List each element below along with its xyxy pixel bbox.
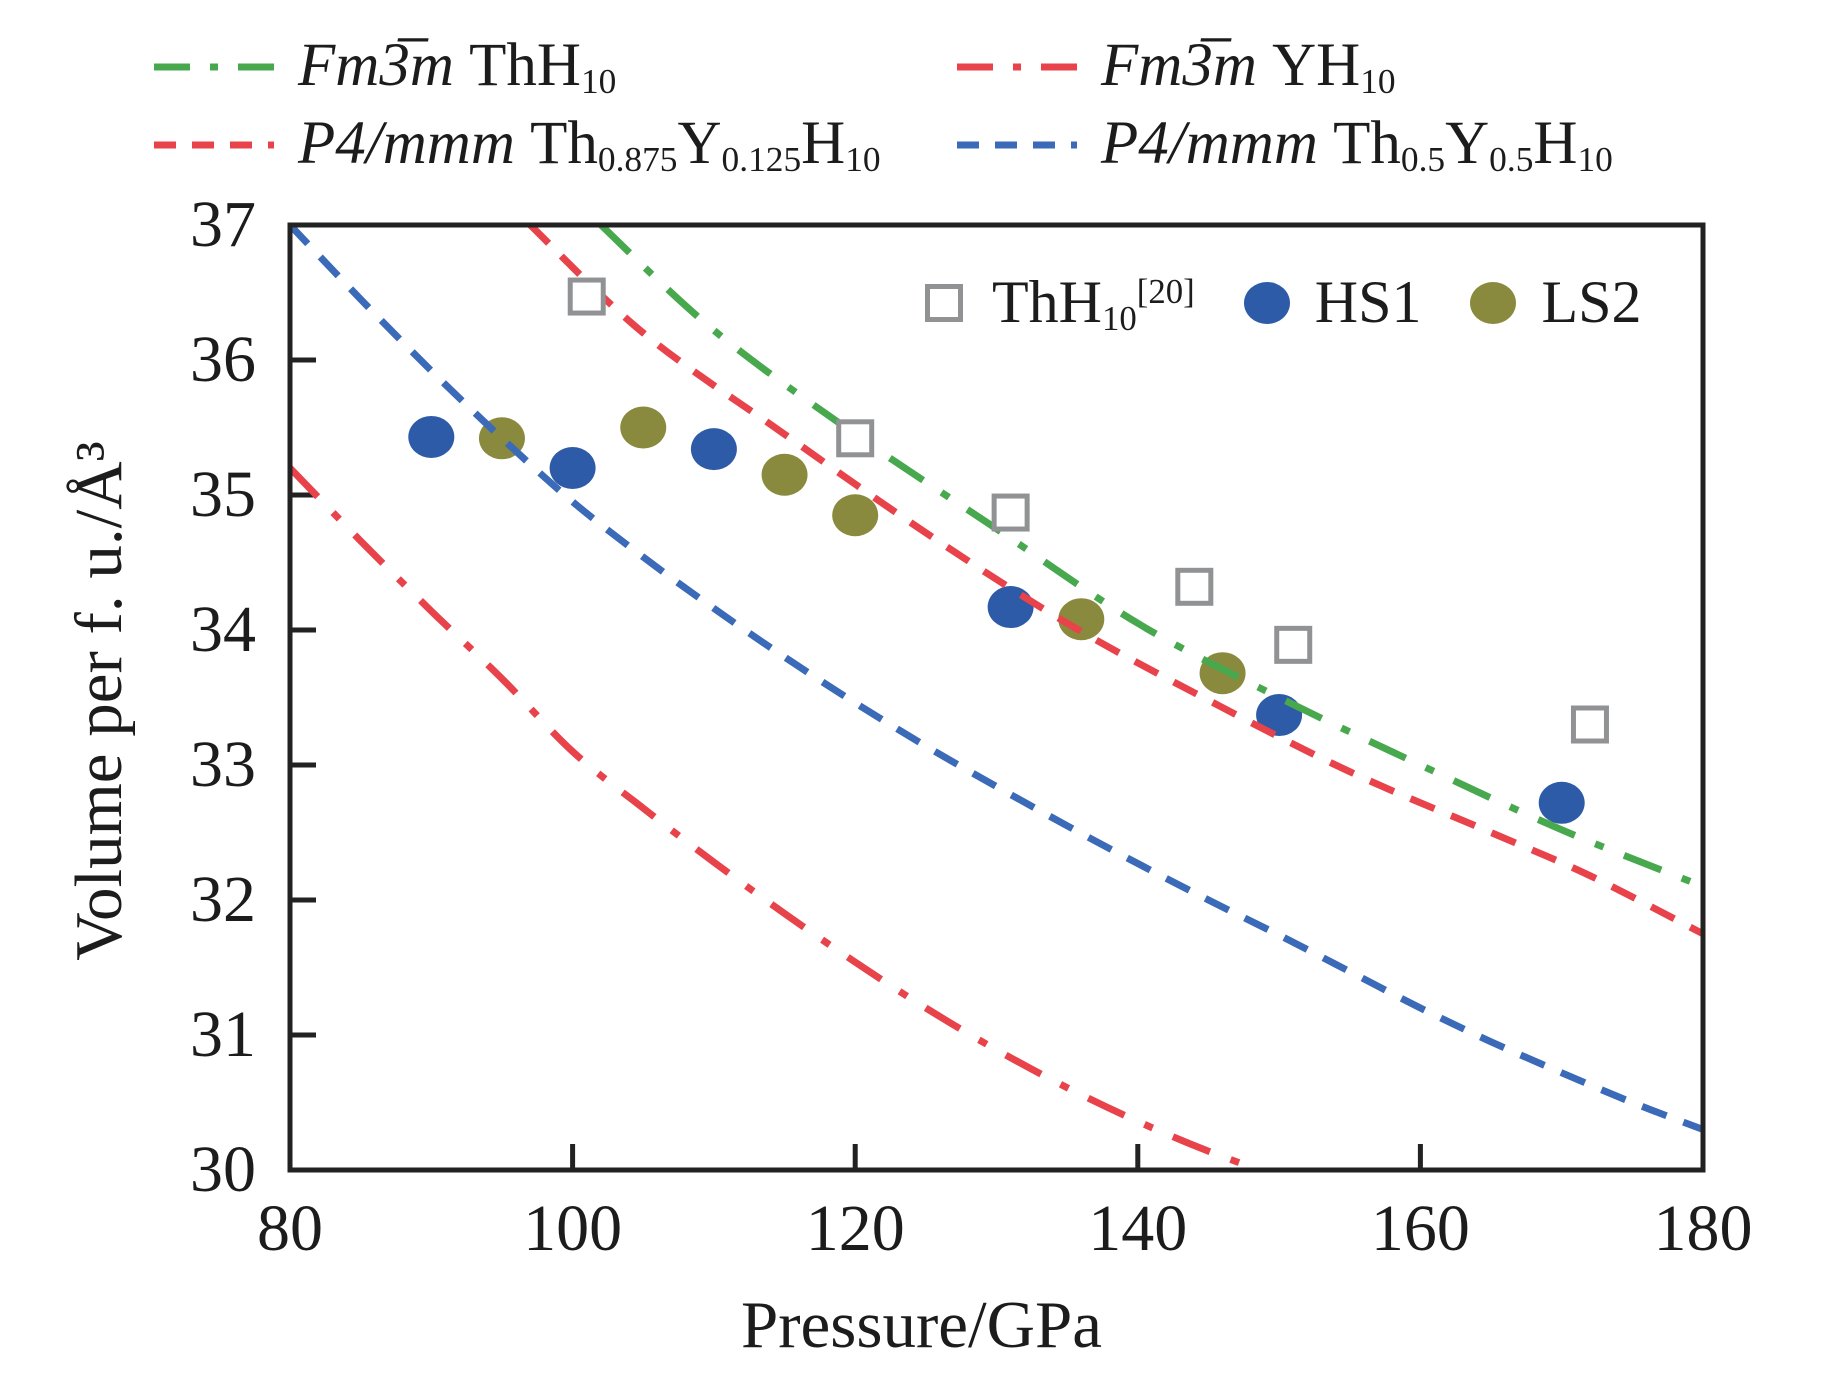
data-point-hs1 xyxy=(549,447,596,489)
legend-label-part: Th xyxy=(1333,110,1401,177)
y-tick-label: 37 xyxy=(190,188,256,261)
eos-curve xyxy=(290,225,1703,1133)
legend-label-part: HS1 xyxy=(1314,269,1422,335)
legend-label-part: Fm3̅m xyxy=(298,32,470,99)
legend-line-sample-blue-dashed xyxy=(957,141,1077,149)
legend-item-p4mmm-th05: P4/mmm Th0.5Y0.5H10 xyxy=(955,106,1613,182)
legend-label-part: YH xyxy=(1272,32,1361,99)
legend-label-part: Th xyxy=(530,110,598,177)
y-tick-label: 32 xyxy=(190,863,256,936)
data-point-hs1 xyxy=(1538,781,1585,824)
circle-marker-icon xyxy=(1243,281,1290,324)
data-point-hs1 xyxy=(987,586,1034,629)
legend-label-part: P4/mmm xyxy=(298,110,531,177)
legend-label-part: 0.875 xyxy=(597,138,678,179)
data-point-square xyxy=(1175,567,1214,606)
legend-label-part: [20] xyxy=(1136,271,1195,311)
legend-label-part: Y xyxy=(677,110,722,177)
marker-legend-item: ThH10[20] xyxy=(916,268,1195,337)
x-tick-label: 140 xyxy=(1088,1192,1188,1265)
data-point-square xyxy=(1274,625,1313,664)
y-tick-label: 35 xyxy=(190,458,256,531)
legend-line-sample-red-dashed xyxy=(154,141,274,149)
circle-marker-icon xyxy=(1470,281,1517,324)
legend-label-part: 10 xyxy=(845,138,881,179)
legend-label-part: 0.125 xyxy=(721,138,802,179)
plot-frame xyxy=(287,222,1706,1173)
legend-item-fm3m-thh10: Fm3̅m ThH10 xyxy=(152,28,616,104)
eos-curve xyxy=(598,225,1703,890)
legend-label-part: Y xyxy=(1445,110,1490,177)
data-point-square xyxy=(1570,705,1609,744)
legend-item-p4mmm-th0875: P4/mmm Th0.875Y0.125H10 xyxy=(152,106,881,182)
open-square-marker-icon xyxy=(925,283,963,322)
legend-label: P4/mmm Th0.5Y0.5H10 xyxy=(1101,109,1613,179)
legend-label-part: 10 xyxy=(580,60,617,101)
marker-legend-label: LS2 xyxy=(1541,268,1641,337)
data-point-ls2 xyxy=(832,494,879,537)
y-tick-label: 36 xyxy=(190,323,256,396)
legend-label-part: 10 xyxy=(1577,138,1613,179)
data-point-square xyxy=(991,493,1030,532)
data-point-ls2 xyxy=(620,406,667,449)
legend-label-part: 10 xyxy=(1101,298,1137,338)
marker-legend: ThH10[20] HS1 LS2 xyxy=(916,268,1642,337)
legend-item-fm3m-yh10: Fm3̅m YH10 xyxy=(955,28,1396,104)
legend-label-part: ThH xyxy=(992,269,1102,335)
y-tick-label: 31 xyxy=(190,998,256,1071)
marker-legend-label: ThH10[20] xyxy=(992,268,1195,337)
data-point-square xyxy=(836,419,875,458)
legend-label-part: P4/mmm xyxy=(1101,110,1334,177)
x-tick-label: 100 xyxy=(523,1192,623,1265)
data-point-hs1 xyxy=(408,415,455,458)
legend-label-part: ThH xyxy=(469,32,581,99)
y-tick-label: 34 xyxy=(190,593,256,666)
marker-legend-item: LS2 xyxy=(1465,268,1642,337)
legend-line-sample-red-dashdot xyxy=(957,63,1077,71)
x-axis-label: Pressure/GPa xyxy=(740,1288,1102,1362)
data-point-square xyxy=(567,277,606,316)
eos-curve xyxy=(290,465,1261,1170)
y-axis-label: Volume per f. u./Å³ xyxy=(62,441,136,961)
legend-label-part: H xyxy=(801,110,846,177)
legend-line-sample-green-dashdot xyxy=(154,63,274,71)
eos-curve xyxy=(527,225,1703,937)
legend-label-part: H xyxy=(1533,110,1578,177)
x-tick-label: 120 xyxy=(805,1192,905,1265)
legend-label-part: 0.5 xyxy=(1400,138,1446,179)
legend-label-part: LS2 xyxy=(1541,269,1642,335)
data-point-ls2 xyxy=(1058,598,1105,641)
y-tick-label: 33 xyxy=(190,728,256,801)
y-tick-label: 30 xyxy=(190,1133,256,1206)
legend-label: P4/mmm Th0.875Y0.125H10 xyxy=(298,109,881,179)
legend-label: Fm3̅m YH10 xyxy=(1101,31,1396,101)
data-point-hs1 xyxy=(690,428,737,471)
marker-legend-label: HS1 xyxy=(1315,268,1422,337)
x-tick-label: 180 xyxy=(1653,1192,1753,1265)
legend-label: Fm3̅m ThH10 xyxy=(298,31,616,101)
x-tick-label: 80 xyxy=(257,1192,323,1265)
marker-legend-item: HS1 xyxy=(1239,268,1422,337)
legend-label-part: Fm3̅m xyxy=(1101,32,1273,99)
x-tick-label: 160 xyxy=(1370,1192,1470,1265)
data-point-ls2 xyxy=(761,453,808,496)
legend-label-part: 10 xyxy=(1360,60,1396,101)
legend-label-part: 0.5 xyxy=(1489,138,1534,179)
